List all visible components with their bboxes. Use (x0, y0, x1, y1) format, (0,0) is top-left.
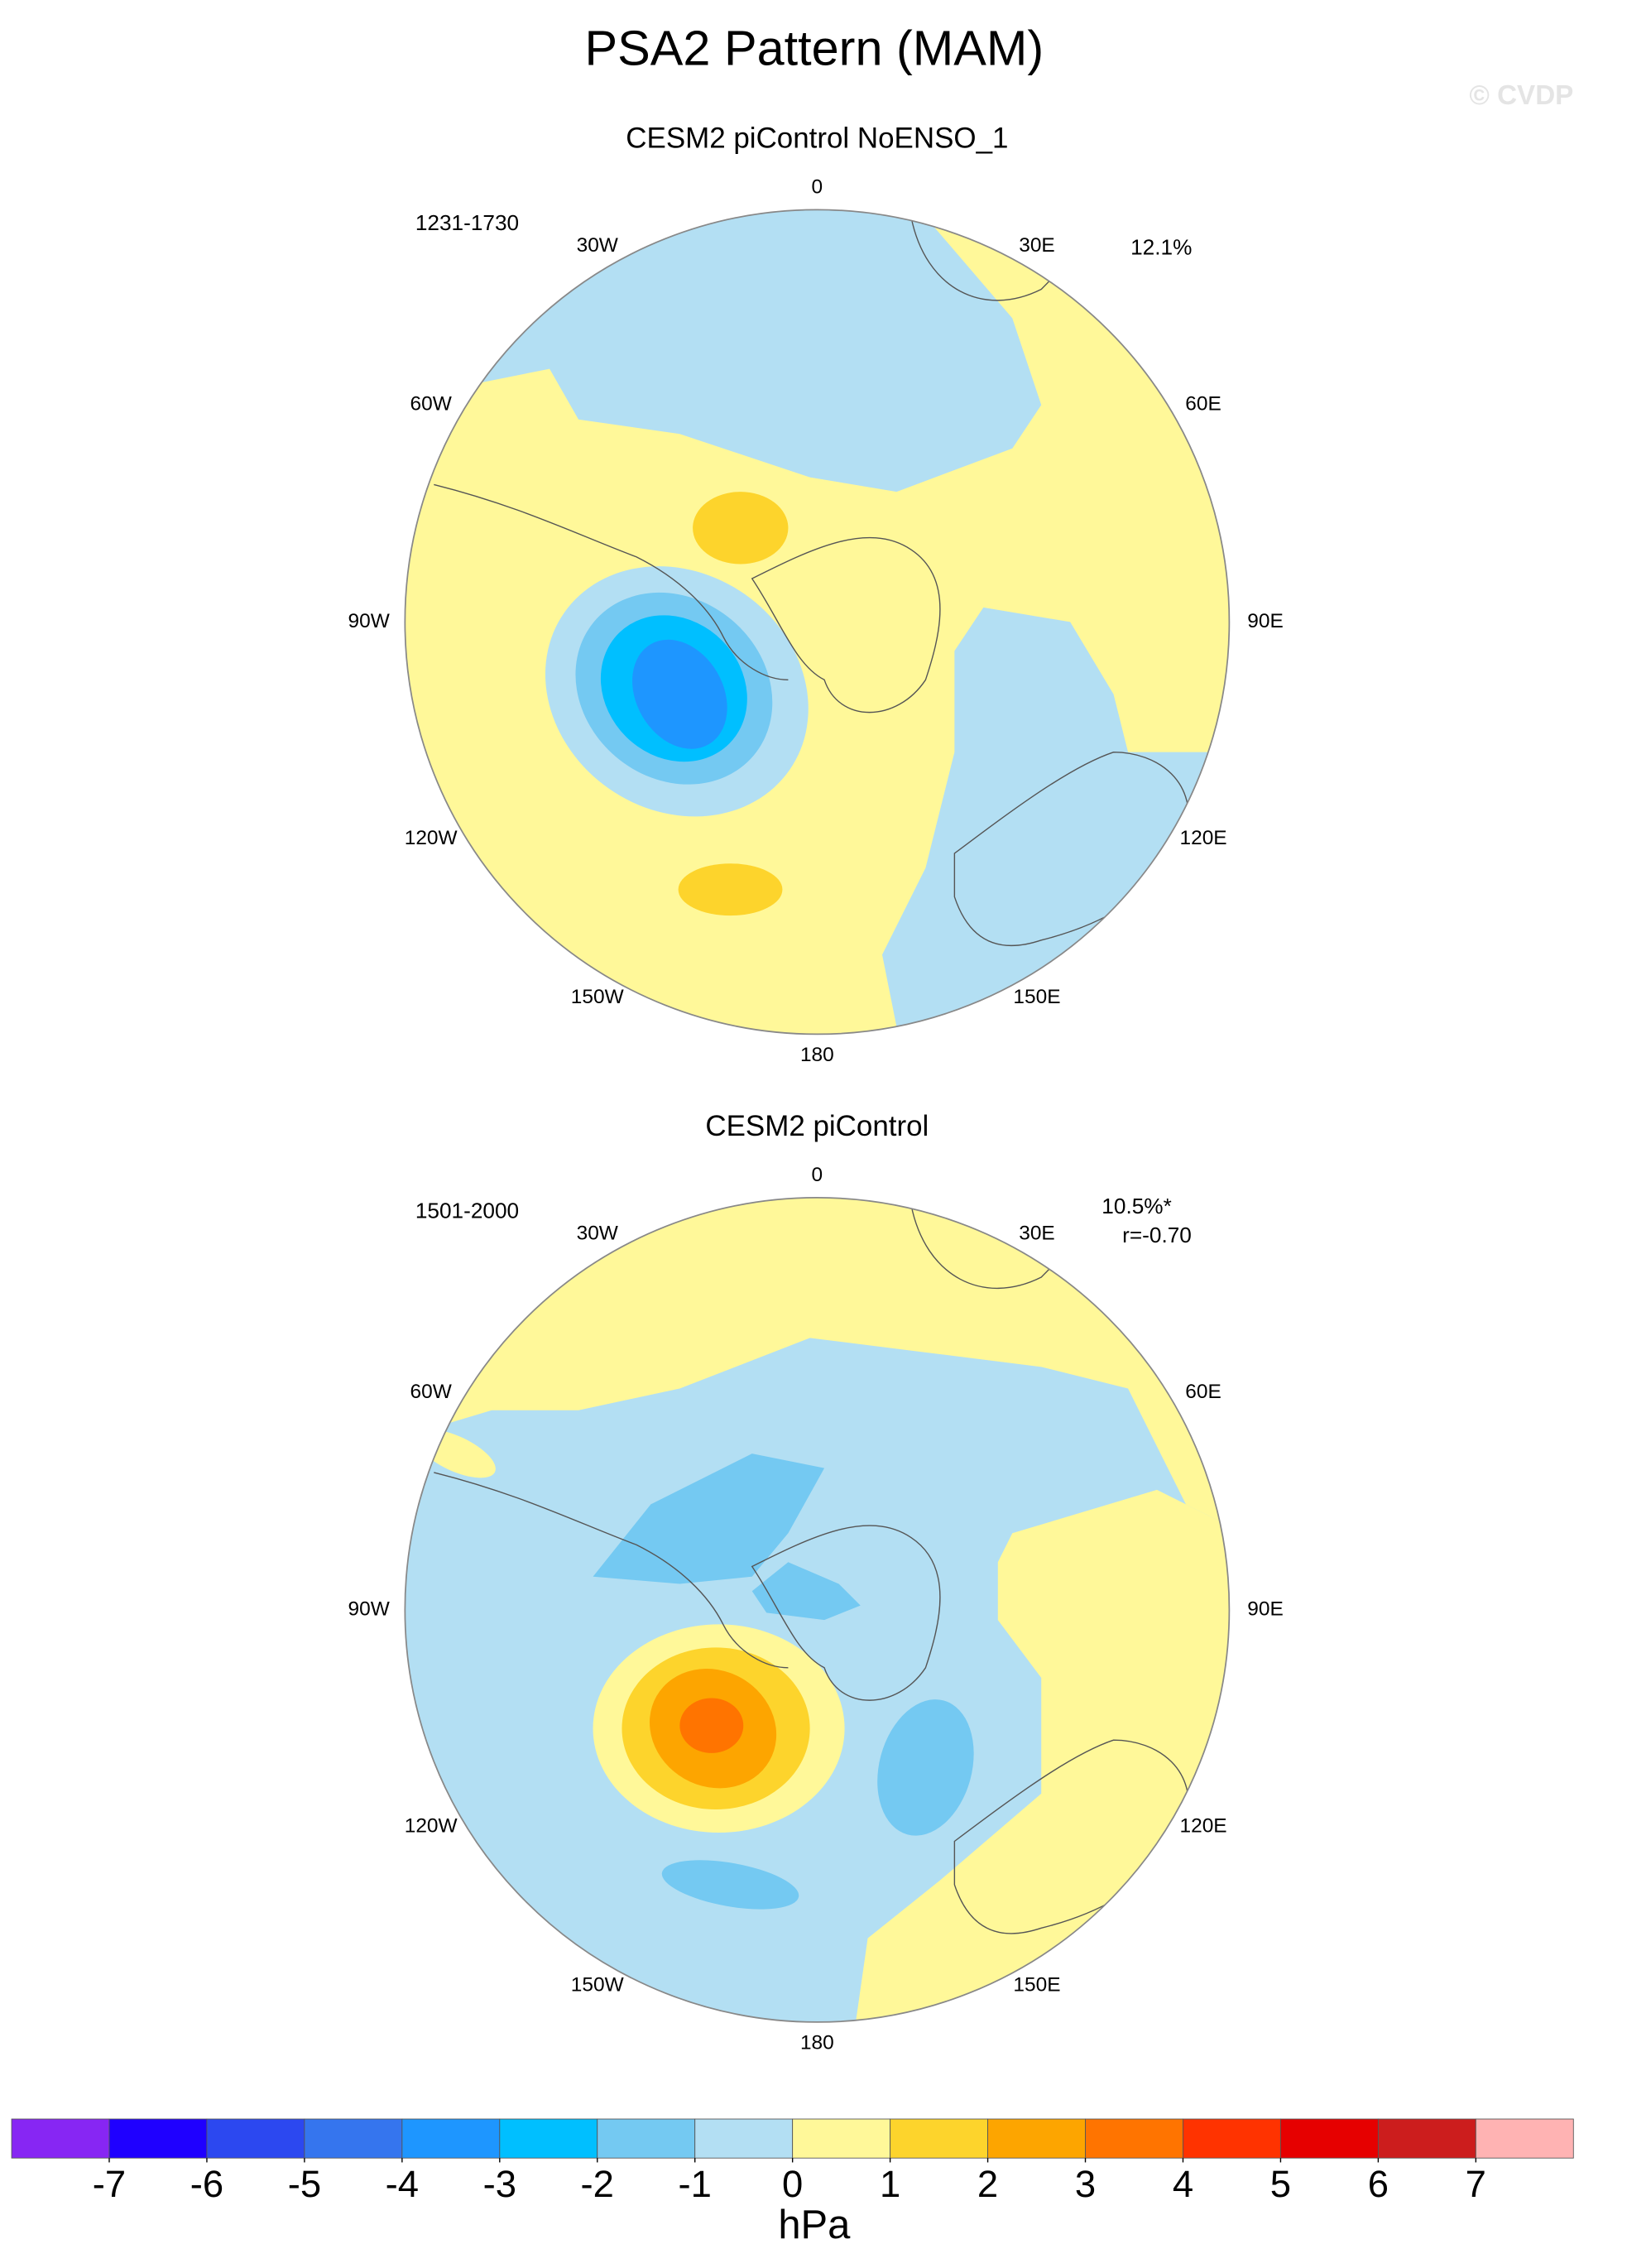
color-box (1377, 2118, 1476, 2159)
colorbar-tick-label: -5 (288, 2163, 321, 2205)
longitude-label: 30E (1019, 1222, 1055, 1244)
longitude-label: 150W (571, 1973, 624, 1996)
color-box (987, 2118, 1086, 2159)
longitude-label: 90W (348, 610, 390, 632)
longitude-label: 90E (1247, 1598, 1284, 1620)
map-top (405, 209, 1230, 1035)
longitude-label: 60E (1185, 393, 1221, 416)
color-box (1183, 2118, 1281, 2159)
colorbar-tick-label: -2 (581, 2163, 614, 2205)
color-box (694, 2118, 794, 2159)
longitude-label: 120W (405, 827, 458, 849)
color-box (1279, 2118, 1379, 2159)
longitude-label: 180 (800, 2032, 834, 2054)
period: 1501-2000 (415, 1198, 519, 1223)
colorbar-tick-label: 2 (977, 2163, 998, 2205)
colorbar-tick-label: -1 (679, 2163, 712, 2205)
longitude-label: 0 (812, 1164, 823, 1186)
longitude-label: 90E (1247, 610, 1284, 632)
panel-title: CESM2 piControl (705, 1110, 929, 1142)
percent-variance: 10.5%* (1101, 1194, 1172, 1218)
colorbar-tick-label: -3 (483, 2163, 516, 2205)
colorbar-tick-label: -6 (190, 2163, 223, 2205)
colorbar-tick-label: -4 (386, 2163, 419, 2205)
colorbar-tick-label: 0 (782, 2163, 803, 2205)
watermark: © CVDP (1469, 80, 1573, 111)
percent-variance: 12.1% (1130, 234, 1192, 259)
pattern-correlation: r=-0.70 (1122, 1223, 1192, 1247)
color-box (890, 2118, 989, 2159)
color-box (206, 2118, 305, 2159)
longitude-label: 150E (1013, 986, 1060, 1008)
longitude-label: 60W (410, 1381, 452, 1403)
longitude-label: 120E (1180, 1814, 1227, 1837)
longitude-label: 150E (1013, 1973, 1060, 1996)
longitude-label: 120W (405, 1814, 458, 1837)
longitude-label: 0 (812, 176, 823, 199)
panel-title: CESM2 piControl NoENSO_1 (626, 123, 1008, 155)
color-box (11, 2118, 110, 2159)
map-bottom (405, 1197, 1230, 2022)
color-box (1085, 2118, 1183, 2159)
color-box (792, 2118, 891, 2159)
longitude-label: 120E (1180, 827, 1227, 849)
color-box (401, 2118, 501, 2159)
color-box (1475, 2118, 1574, 2159)
longitude-label: 60W (410, 393, 452, 416)
period: 1231-1730 (415, 210, 519, 235)
longitude-label: 30E (1019, 234, 1055, 257)
longitude-label: 150W (571, 986, 624, 1008)
colorbar-tick-label: 7 (1466, 2163, 1486, 2205)
colorbar-tick-label: 4 (1173, 2163, 1193, 2205)
longitude-label: 30W (577, 234, 618, 257)
color-box (108, 2118, 208, 2159)
longitude-label: 90W (348, 1598, 390, 1620)
colorbar-tick-label: 5 (1270, 2163, 1291, 2205)
color-box (597, 2118, 696, 2159)
longitude-label: 30W (577, 1222, 618, 1244)
colorbar-tick-label: -7 (93, 2163, 126, 2205)
color-box (499, 2118, 598, 2159)
colorbar-tick-label: 1 (880, 2163, 900, 2205)
colorbar-tick-label: 3 (1075, 2163, 1096, 2205)
longitude-label: 180 (800, 1044, 834, 1066)
longitude-label: 60E (1185, 1381, 1221, 1403)
colorbar-tick-label: 6 (1368, 2163, 1389, 2205)
color-box (304, 2118, 403, 2159)
colorbar-label: hPa (778, 2203, 851, 2247)
figure-title: PSA2 Pattern (MAM) (585, 21, 1044, 76)
